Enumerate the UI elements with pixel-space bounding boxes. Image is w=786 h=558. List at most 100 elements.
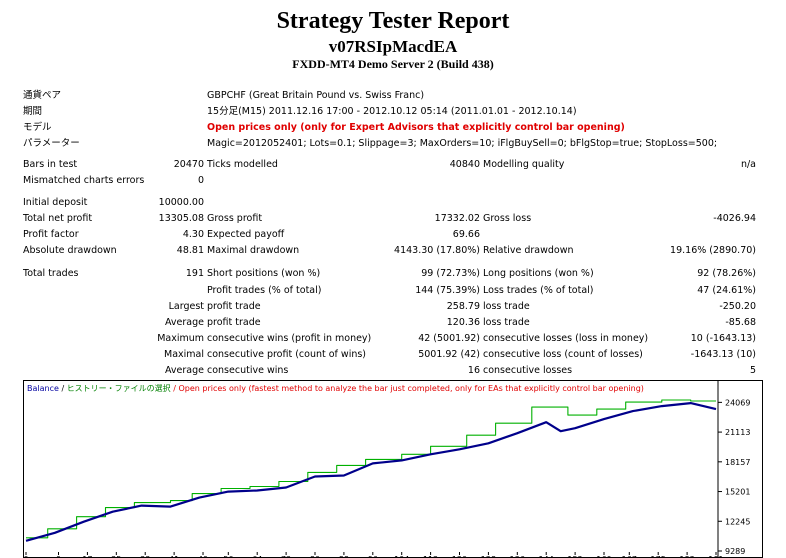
report-title: Strategy Tester Report (276, 8, 510, 34)
long-positions-label: Long positions (won %) (483, 268, 594, 279)
x-tick-label: 88 (339, 555, 349, 557)
largest-label: Largest (168, 301, 204, 312)
avg-consecutive-wins-value: 16 (467, 365, 480, 376)
x-tick-label: 167 (622, 555, 637, 557)
legend-model: / Open prices only (fastest method to an… (170, 384, 644, 393)
gross-loss-label: Gross loss (483, 213, 532, 224)
max-consecutive-wins-value: 42 (5001.92) (418, 333, 480, 344)
y-tick-label: 18157 (725, 458, 750, 467)
average-consecutive-label: Average (164, 365, 204, 376)
x-tick-label: 80 (310, 555, 320, 557)
server-name: FXDD-MT4 Demo Server 2 (Build 438) (292, 57, 494, 71)
deposit-label: Initial deposit (23, 197, 88, 208)
gross-profit-value: 17332.02 (434, 213, 480, 224)
gross-profit-label: Gross profit (207, 213, 263, 224)
maximal-label: Maximal (164, 349, 204, 360)
average-profit-label: profit trade (207, 317, 261, 328)
balance-chart: 24069 21113 18157 15201 12245 9289 0 9 17 25 33 41 4… (23, 380, 763, 558)
balance-chart-plot: 24069 21113 18157 15201 12245 9289 0 9 17 25 33 41 4… (24, 381, 750, 557)
largest-loss-label: loss trade (483, 301, 530, 312)
short-positions-label: Short positions (won %) (207, 268, 321, 279)
expected-payoff-label: Expected payoff (207, 229, 285, 240)
maximal-consecutive-profit-value: 5001.92 (42) (418, 349, 480, 360)
balance-line (25, 402, 717, 542)
x-tick-label: 128 (481, 555, 496, 557)
ea-name: v07RSIpMacdEA (328, 37, 458, 56)
profit-factor-value: 4.30 (182, 229, 204, 240)
x-tick-label: 120 (452, 555, 467, 557)
x-tick-label: 104 (394, 555, 409, 557)
total-trades-label: Total trades (23, 268, 79, 279)
absolute-drawdown-value: 48.81 (176, 245, 204, 256)
y-tick-label: 9289 (725, 547, 745, 556)
net-profit-value: 13305.08 (158, 213, 204, 224)
max-consecutive-wins-label: consecutive wins (profit in money) (207, 333, 372, 344)
y-tick-label: 21113 (725, 428, 750, 437)
net-profit-label: Total net profit (23, 213, 93, 224)
quality-label: Modelling quality (483, 159, 565, 170)
period-value: 15分足(M15) 2011.12.16 17:00 - 2012.10.12 … (207, 106, 577, 117)
max-consecutive-losses-label: consecutive losses (loss in money) (483, 333, 649, 344)
x-tick-label: 25 (111, 555, 121, 557)
x-tick-label: 160 (596, 555, 611, 557)
x-tick-label: 144 (539, 555, 554, 557)
avg-consecutive-wins-label: consecutive wins (207, 365, 289, 376)
legend-history-file[interactable]: ヒストリー・ファイルの選択 (66, 384, 171, 393)
y-tick-label: 12245 (725, 517, 750, 526)
largest-profit-label: profit trade (207, 301, 261, 312)
y-tick-label: 24069 (725, 398, 750, 407)
x-tick-label: 41 (169, 555, 179, 557)
average-label: Average (164, 317, 204, 328)
symbol-value: GBPCHF (Great Britain Pound vs. Swiss Fr… (207, 90, 425, 101)
y-tick-label: 15201 (725, 488, 750, 497)
loss-trades-value: 47 (24.61%) (697, 285, 756, 296)
parameters-label: パラメーター (23, 138, 80, 149)
average-loss-label: loss trade (483, 317, 530, 328)
profit-trades-label: Profit trades (% of total) (207, 285, 322, 296)
bars-label: Bars in test (23, 159, 78, 170)
ticks-label: Ticks modelled (207, 159, 278, 170)
maximal-consecutive-loss-label: consecutive loss (count of losses) (483, 349, 643, 360)
max-consecutive-losses-value: 10 (-1643.13) (690, 333, 756, 344)
deposit-value: 10000.00 (158, 197, 204, 208)
bars-value: 20470 (173, 159, 204, 170)
avg-consecutive-losses-value: 5 (749, 365, 756, 376)
mismatch-label: Mismatched charts errors (23, 175, 145, 186)
chart-legend: Balance / ヒストリー・ファイルの選択 / Open prices on… (27, 383, 644, 394)
profit-trades-value: 144 (75.39%) (415, 285, 480, 296)
short-positions-value: 99 (72.73%) (421, 268, 480, 279)
long-positions-value: 92 (78.26%) (697, 268, 756, 279)
symbol-label: 通貨ペア (23, 90, 62, 101)
absolute-drawdown-label: Absolute drawdown (23, 245, 117, 256)
x-tick-label: 175 (651, 555, 666, 557)
maximal-drawdown-label: Maximal drawdown (207, 245, 300, 256)
parameters-value: Magic=2012052401; Lots=0.1; Slippage=3; … (207, 138, 718, 149)
maximal-consecutive-loss-value: -1643.13 (10) (690, 349, 756, 360)
x-tick-label: 49 (198, 555, 208, 557)
ticks-value: 40840 (449, 159, 480, 170)
x-tick-label: 64 (252, 555, 262, 557)
x-tick-label: 152 (567, 555, 582, 557)
x-tick-label: 33 (140, 555, 150, 557)
maximal-drawdown-value: 4143.30 (17.80%) (394, 245, 480, 256)
gross-loss-value: -4026.94 (713, 213, 756, 224)
x-tick-label: 0 (24, 555, 29, 557)
largest-profit-value: 258.79 (446, 301, 480, 312)
quality-value: n/a (740, 159, 756, 170)
equity-line (26, 399, 716, 539)
x-tick-label: 17 (82, 555, 92, 557)
legend-balance: Balance (27, 384, 59, 393)
model-label: モデル (23, 122, 52, 133)
largest-loss-value: -250.20 (719, 301, 756, 312)
model-value: Open prices only (only for Expert Adviso… (207, 122, 625, 133)
maximal-consecutive-profit-label: consecutive profit (count of wins) (207, 349, 367, 360)
mismatch-value: 0 (197, 175, 204, 186)
period-label: 期間 (23, 106, 43, 117)
profit-factor-label: Profit factor (23, 229, 79, 240)
x-tick-label: 9 (56, 555, 61, 557)
x-tick-label: 183 (679, 555, 694, 557)
expected-payoff-value: 69.66 (452, 229, 480, 240)
x-tick-label: 72 (281, 555, 291, 557)
average-loss-value: -85.68 (725, 317, 756, 328)
loss-trades-label: Loss trades (% of total) (483, 285, 594, 296)
